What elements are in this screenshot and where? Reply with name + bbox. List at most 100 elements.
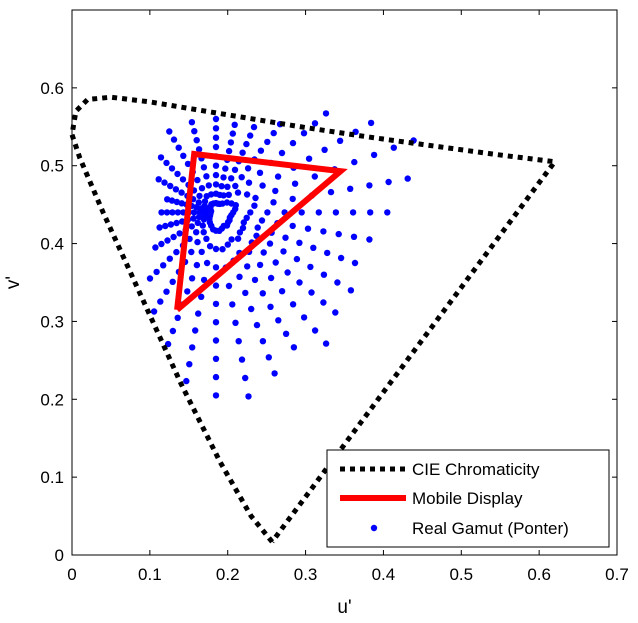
gamut-point (244, 165, 252, 172)
gamut-point (210, 200, 217, 207)
gamut-point (272, 259, 279, 266)
gamut-point (225, 147, 233, 155)
gamut-point (243, 191, 251, 198)
gamut-point (163, 209, 171, 216)
gamut-point (243, 214, 250, 221)
x-tick-label: 0.7 (605, 565, 629, 584)
x-tick-label: 0.3 (294, 565, 318, 584)
gamut-point (146, 275, 154, 282)
gamut-point (193, 261, 201, 269)
gamut-point (205, 182, 212, 189)
x-tick-label: 0.2 (216, 565, 240, 584)
gamut-point (164, 237, 171, 244)
gamut-point (188, 119, 196, 126)
gamut-point (153, 268, 160, 276)
gamut-point (247, 132, 254, 139)
gamut-point (367, 119, 375, 127)
gamut-point (337, 254, 345, 262)
gamut-point (198, 293, 205, 300)
gamut-point (212, 162, 220, 169)
gamut-point (290, 344, 298, 351)
legend: CIE Chromaticity Mobile Display Real Gam… (326, 449, 610, 548)
gamut-point (232, 182, 239, 190)
gamut-point (183, 377, 190, 385)
gamut-point (254, 224, 261, 231)
y-tick-label: 0.6 (40, 79, 64, 98)
gamut-point (236, 273, 243, 280)
gamut-point (390, 144, 397, 151)
gamut-point (310, 244, 317, 251)
gamut-point (163, 159, 170, 167)
gamut-point (198, 248, 205, 256)
gamut-point (308, 289, 315, 296)
gamut-point (232, 319, 239, 326)
gamut-point (203, 235, 210, 242)
y-tick-label: 0.1 (40, 468, 64, 487)
gamut-point (347, 287, 355, 294)
gamut-point (195, 146, 203, 153)
gamut-point (235, 338, 242, 345)
gamut-point (192, 327, 199, 334)
y-tick-label: 0.2 (40, 390, 64, 409)
gamut-point (167, 221, 175, 228)
gamut-point (271, 370, 278, 377)
gamut-point (304, 225, 312, 232)
gamut-point (296, 239, 303, 246)
gamut-point (191, 128, 198, 135)
gamut-point (175, 144, 182, 151)
gamut-point (161, 179, 168, 186)
gamut-point (270, 199, 277, 206)
gamut-point (200, 276, 208, 284)
x-tick-label: 0 (67, 565, 76, 584)
gamut-point (252, 194, 259, 202)
gamut-point (194, 238, 201, 246)
gamut-point (327, 188, 335, 196)
gamut-point (196, 192, 203, 200)
gamut-point (267, 303, 274, 310)
gamut-point (189, 344, 196, 351)
gamut-point (293, 255, 301, 263)
series-lines-layer (69, 94, 560, 544)
gamut-point (160, 262, 167, 269)
gamut-point (248, 305, 255, 313)
gamut-point (320, 299, 327, 306)
gamut-point (284, 269, 291, 276)
gamut-point (278, 149, 286, 157)
gamut-point (212, 373, 220, 381)
gamut-point (234, 189, 242, 196)
gamut-point (259, 182, 266, 189)
gamut-point (240, 219, 247, 226)
gamut-point (289, 222, 296, 230)
gamut-point (194, 219, 201, 227)
gamut-point (243, 140, 250, 148)
gamut-point (212, 245, 220, 253)
gamut-point (385, 178, 392, 186)
gamut-point (334, 279, 341, 286)
gamut-point (270, 129, 277, 137)
gamut-point (201, 198, 209, 205)
gamut-point (289, 301, 297, 308)
gamut-point (234, 235, 242, 242)
gamut-point (229, 301, 236, 308)
gamut-point (322, 110, 330, 117)
gamut-point (164, 196, 171, 203)
gamut-point (300, 130, 308, 137)
gamut-point (180, 152, 187, 159)
gamut-point (219, 246, 226, 253)
x-tick-label: 0.6 (527, 565, 551, 584)
gamut-point (173, 198, 181, 206)
gamut-point (335, 230, 342, 238)
gamut-point (225, 282, 233, 290)
gamut-point (257, 147, 265, 154)
gamut-point (274, 173, 282, 180)
x-tick-label: 0.4 (372, 565, 396, 584)
gamut-point (298, 209, 305, 216)
gamut-point (228, 175, 235, 182)
gamut-point (275, 317, 282, 324)
gamut-point (193, 137, 200, 144)
gamut-point (174, 314, 181, 321)
gamut-point (349, 209, 357, 216)
gamut-point (212, 171, 220, 179)
gamut-point (162, 222, 169, 230)
